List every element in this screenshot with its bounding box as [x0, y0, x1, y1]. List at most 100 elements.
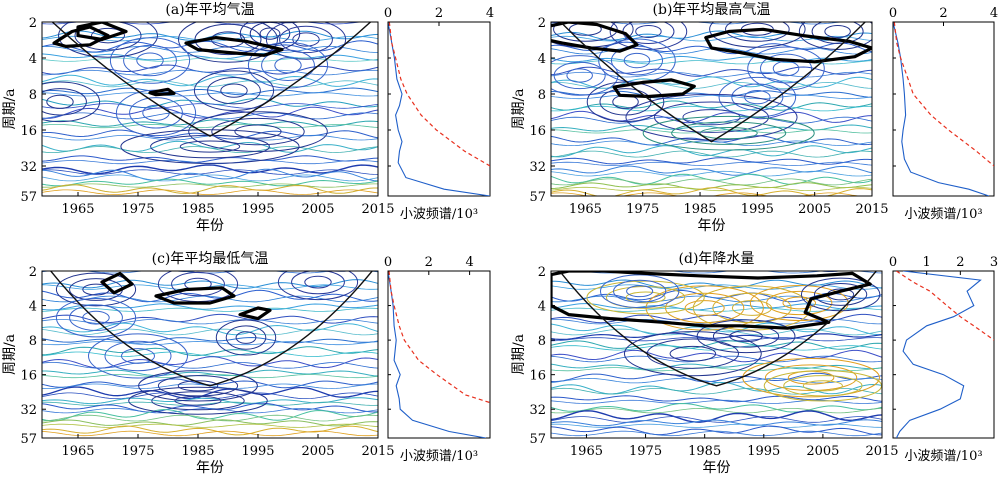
panel-title: (a)年平均气温 — [165, 2, 254, 18]
panel-3: (c)年平均最低气温 1965 1975 1985 1995 2005 2015 年份 2 4 8 1… — [2, 251, 491, 476]
contour-line — [551, 381, 882, 395]
contour-line — [551, 372, 882, 383]
contour-blob — [261, 49, 315, 81]
contour-blob — [553, 61, 606, 90]
significance-contour — [612, 78, 696, 99]
y-tick-label: 57 — [20, 432, 37, 447]
contour-line — [551, 423, 882, 428]
y-tick-label: 57 — [20, 190, 37, 205]
panel-2: (b)年平均最高气温 1965 1975 1985 1995 2005 2015 年份 2 4 8 1… — [511, 1, 998, 234]
contour-blob — [626, 285, 654, 298]
x-tick-label: 2015 — [361, 444, 394, 459]
contour-line — [551, 430, 882, 437]
contour-line — [42, 178, 378, 187]
cone-of-influence — [558, 271, 878, 387]
x-tick-label: 1985 — [683, 202, 716, 217]
plot-frame — [41, 21, 379, 197]
contour-blob — [764, 364, 858, 391]
y-tick-label: 8 — [538, 88, 546, 103]
y-axis-label: 周期/a — [2, 88, 18, 129]
contour-line — [551, 407, 882, 414]
x-tick-label: 1975 — [121, 202, 154, 217]
contour-blob — [178, 22, 278, 63]
spectrum-axis-label: 小波频谱/10³ — [400, 449, 478, 464]
significance-contour — [76, 22, 128, 42]
y-tick-label: 57 — [529, 190, 546, 205]
contour-line — [42, 423, 378, 428]
contour-field — [551, 22, 872, 196]
spectrum-axis-label: 小波频谱/10³ — [904, 207, 982, 222]
plot-frame — [550, 270, 883, 439]
contour-blob — [121, 348, 155, 364]
contour-blob — [46, 94, 74, 109]
contour-blob — [642, 115, 815, 151]
contour-blob — [123, 44, 177, 77]
contour-line — [551, 303, 882, 311]
contour-line — [42, 430, 378, 437]
contour-line — [551, 332, 882, 340]
contour-blob — [128, 386, 268, 415]
spectrum-tick-label: 0 — [889, 6, 897, 21]
x-axis-label: 年份 — [698, 218, 726, 234]
y-tick-label: 16 — [20, 124, 37, 139]
spectrum-tick-label: 4 — [990, 6, 998, 21]
contour-field — [42, 22, 378, 195]
contour-line — [42, 295, 378, 303]
contour-line — [42, 341, 378, 346]
contour-blob — [772, 60, 800, 77]
contour-line — [42, 184, 378, 194]
contour-line — [42, 30, 378, 41]
spectrum-panel: 0 2 4 小波频谱/10³ — [384, 6, 494, 222]
contour-line — [551, 419, 882, 427]
spectrum-tick-label: 2 — [435, 6, 443, 21]
contour-blob — [744, 90, 771, 105]
y-tick-label: 16 — [529, 369, 546, 384]
y-axis-label: 周期/a — [2, 334, 18, 375]
contour-line — [42, 164, 378, 175]
contour-line — [551, 307, 882, 312]
contour-line — [551, 186, 872, 192]
contour-blob — [824, 24, 851, 38]
plot-frame — [41, 270, 379, 439]
contour-line — [551, 349, 882, 363]
contour-blob — [766, 290, 833, 316]
contour-blob — [265, 22, 347, 60]
contour-line — [42, 419, 378, 427]
contour-blob — [783, 375, 863, 397]
contour-line — [551, 116, 872, 124]
contour-blob — [249, 22, 291, 46]
contour-blob — [193, 70, 275, 111]
contour-line — [42, 318, 378, 325]
x-tick-label: 1985 — [181, 444, 214, 459]
contour-blob — [259, 27, 281, 40]
contour-line — [551, 161, 872, 167]
y-tick-label: 2 — [29, 265, 37, 280]
contour-blob — [782, 296, 817, 310]
contour-blob — [88, 333, 188, 379]
contour-blob — [609, 22, 688, 50]
contour-blob — [599, 88, 652, 116]
contour-blob — [625, 291, 666, 304]
contour-blob — [207, 76, 261, 105]
spectrum-axis-label: 小波频谱/10³ — [400, 207, 478, 222]
spectrum-frame — [387, 270, 491, 439]
contour-line — [42, 146, 378, 154]
contour-line — [551, 150, 872, 158]
x-axis-label: 年份 — [703, 460, 731, 476]
x-tick-label: 1975 — [629, 444, 662, 459]
spectrum-frame — [892, 270, 995, 439]
contour-line — [551, 295, 882, 303]
y-tick-label: 4 — [538, 52, 546, 67]
x-tick-label: 1975 — [121, 444, 154, 459]
plot-frame — [550, 21, 873, 197]
contour-blob — [55, 272, 137, 307]
significance-contour — [154, 286, 236, 305]
contour-blob — [760, 53, 813, 84]
contour-line — [551, 178, 872, 186]
contour-line — [551, 425, 882, 436]
contour-line — [42, 119, 378, 127]
contour-blob — [138, 370, 258, 402]
contour-line — [551, 416, 882, 423]
contour-blob — [553, 22, 618, 42]
